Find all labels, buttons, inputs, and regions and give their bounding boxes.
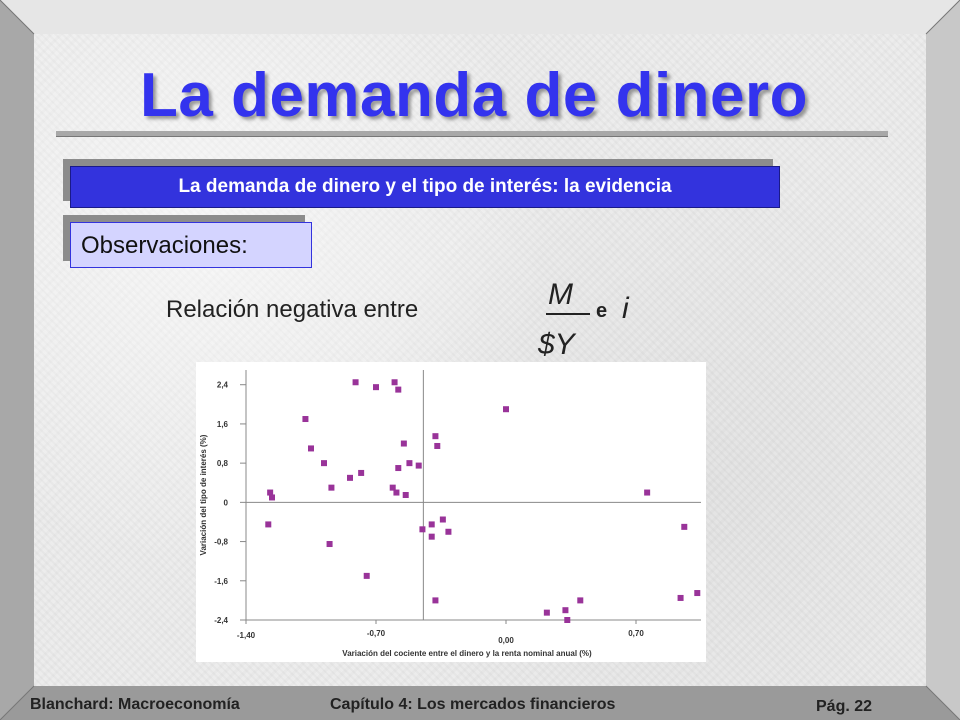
interest-symbol: i [622,292,629,325]
y-axis-label: Variación del tipo de interés (%) [199,434,208,555]
data-point [434,442,441,449]
y-tick-label: -0,8 [214,538,228,547]
fraction-numerator: M [548,278,573,311]
x-tick-label: 0,70 [628,629,644,638]
data-point [432,597,439,604]
data-point [265,521,272,528]
x-tick-label: -1,40 [237,631,256,640]
data-point [415,462,422,469]
data-point [432,433,439,440]
y-tick-label: 0 [224,498,229,507]
scatter-chart: 2,4 1,6 0,8 0 -0,8 -1,6 -2,4 -1,40 -0,70 0,00 0,7… [196,362,706,662]
x-axis-label: Variación del cociente entre el dinero y… [342,649,592,658]
fraction-denominator: $Y [538,328,575,361]
x-tick-label: -0,70 [367,629,386,638]
y-tick-label: 1,6 [217,420,229,429]
footer-chapter: Capítulo 4: Los mercados financieros [330,696,616,713]
data-point [393,489,400,496]
data-point [681,523,688,530]
relation-text: Relación negativa entre [166,296,419,323]
data-point [358,469,365,476]
data-point [308,445,314,452]
data-point [400,440,407,447]
x-tick-group: -1,40 -0,70 0,00 0,70 [237,620,644,645]
data-point [347,474,353,481]
data-point [406,460,413,467]
data-point [503,406,509,413]
data-point [428,533,435,540]
data-point [395,465,402,472]
data-point [428,521,435,528]
section-heading: La demanda de dinero y el tipo de interé… [70,166,780,208]
footer-page: Pág. 22 [816,698,873,715]
data-point [363,572,370,579]
fraction-bar [546,313,590,315]
y-tick-label: 0,8 [217,459,229,468]
data-point [269,494,275,501]
data-point [302,416,309,423]
data-point [439,516,446,523]
y-tick-label: -2,4 [214,616,228,625]
x-tick-label: 0,00 [498,636,514,645]
data-point [694,590,701,597]
data-point [352,379,359,386]
data-point [564,617,571,623]
y-tick-label: 2,4 [217,381,229,390]
data-point [321,460,327,467]
title-divider [56,131,888,137]
slide-title: La demanda de dinero [140,61,809,130]
data-point [677,594,684,601]
data-point [389,484,396,491]
conjunction: e [596,300,608,322]
data-point [577,597,584,604]
data-point [373,384,379,391]
data-point [391,379,398,386]
data-point [395,386,402,393]
y-tick-label: -1,6 [214,577,228,586]
observations-label: Observaciones: [70,222,312,268]
data-point [326,541,333,548]
data-point [402,492,409,498]
data-point [267,489,274,496]
data-point [644,489,651,496]
data-point [562,607,569,614]
footer-author: Blanchard: Macroeconomía [30,696,240,713]
data-point [543,609,550,616]
data-points [265,379,701,623]
data-point [445,528,452,535]
y-tick-group: 2,4 1,6 0,8 0 -0,8 -1,6 -2,4 [214,381,246,625]
data-point [419,526,426,533]
scatter-chart-svg: 2,4 1,6 0,8 0 -0,8 -1,6 -2,4 -1,40 -0,70 0,00 0,7… [199,370,701,658]
data-point [328,484,335,491]
